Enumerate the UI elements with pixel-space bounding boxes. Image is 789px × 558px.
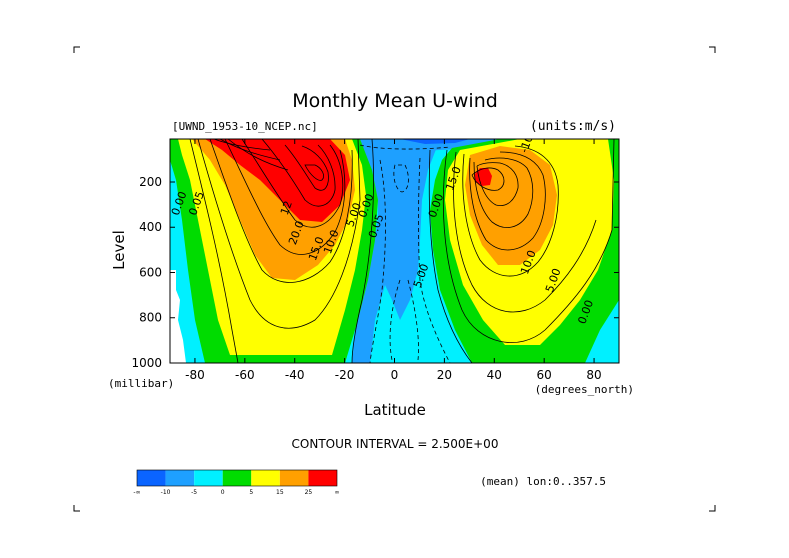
x-tick-label: 60 [537, 368, 552, 382]
colorbar-swatch [308, 470, 337, 486]
contour-lines-dashed [359, 144, 451, 363]
crop-marks [73, 46, 716, 512]
colorbar-swatch [251, 470, 280, 486]
contour-interval-text: CONTOUR INTERVAL = 2.500E+00 [292, 437, 499, 451]
terrain-mask [170, 270, 186, 363]
colorbar-swatch [279, 470, 309, 486]
colorbar-label: 15 [276, 489, 284, 496]
footer-note: (mean) lon:0..357.5 [480, 475, 606, 488]
plot-area: -10.00.000.0515.01220.015.010.05.000.000… [170, 139, 619, 363]
y-axis-units: (millibar) [108, 377, 174, 390]
contour-label: 12 [278, 199, 295, 217]
colorbar-label: 25 [305, 489, 313, 496]
dataset-label: [UWND_1953-10_NCEP.nc] [172, 120, 318, 133]
y-axis: 200 400 600 800 1000 [131, 175, 619, 370]
band-darkblue-top [400, 139, 470, 144]
contour-lines [189, 139, 615, 363]
y-tick-label: 200 [139, 175, 162, 189]
colorbar-label: -∞ [133, 489, 140, 496]
y-axis-label: Level [110, 230, 128, 270]
band-red-south [205, 139, 350, 222]
x-tick-label: 0 [391, 368, 399, 382]
y-tick-label: 800 [139, 311, 162, 325]
y-tick-label: 1000 [131, 356, 162, 370]
colorbar-swatch [194, 470, 223, 486]
y-tick-label: 600 [139, 265, 162, 279]
x-axis: -80 -60 -40 -20 0 20 40 60 80 [185, 139, 602, 382]
units-label: (units:m/s) [530, 119, 616, 134]
colorbar-label: 0 [221, 489, 225, 496]
colorbar-swatch [222, 470, 252, 486]
band-red-north-core [474, 168, 492, 186]
x-axis-label: Latitude [364, 401, 426, 419]
y-tick-label: 400 [139, 220, 162, 234]
colorbar-label: 5 [249, 489, 253, 496]
x-tick-label: -40 [285, 368, 305, 382]
colorbar-label: -5 [191, 489, 197, 496]
x-tick-label: -60 [235, 368, 255, 382]
band-blue-equatorial [352, 139, 440, 363]
x-tick-label: 40 [487, 368, 502, 382]
colorbar-label: -10 [161, 489, 171, 496]
colorbar-swatch [165, 470, 195, 486]
colorbar-legend: -∞ -10 -5 0 5 15 25 ∞ [133, 469, 340, 496]
x-axis-units: (degrees_north) [535, 383, 634, 396]
chart-title: Monthly Mean U-wind [292, 90, 498, 112]
x-tick-label: 20 [437, 368, 452, 382]
colorbar-label: ∞ [335, 489, 340, 496]
x-tick-label: -80 [185, 368, 205, 382]
colorbar-frame [136, 469, 338, 487]
x-tick-label: 80 [586, 368, 601, 382]
colorbar-swatch [137, 470, 166, 486]
x-tick-label: -20 [335, 368, 355, 382]
